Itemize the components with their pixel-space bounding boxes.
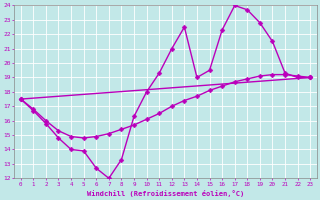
X-axis label: Windchill (Refroidissement éolien,°C): Windchill (Refroidissement éolien,°C) [87,190,244,197]
